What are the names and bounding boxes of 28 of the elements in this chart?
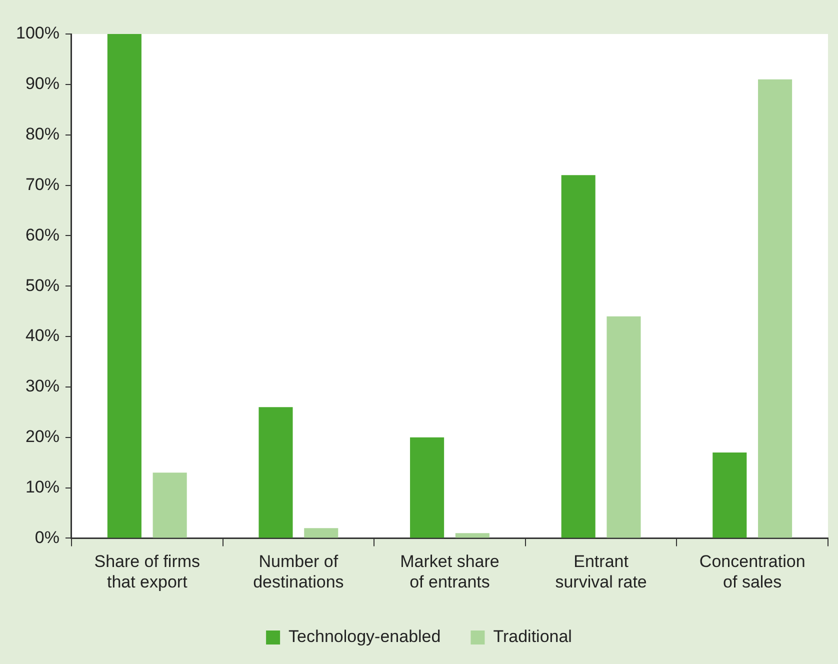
x-tick-label: Market share of entrants — [400, 552, 500, 592]
y-tick-label: 80% — [25, 124, 60, 144]
bar — [152, 472, 187, 538]
legend-label: Traditional — [493, 627, 572, 646]
y-tick-label: 60% — [25, 225, 60, 244]
bar — [606, 316, 641, 538]
bar — [107, 34, 142, 538]
y-tick-label: 0% — [34, 528, 60, 547]
y-tick-label: 10% — [25, 477, 60, 496]
y-tick-label: 30% — [25, 376, 60, 396]
y-tick-label: 50% — [25, 276, 60, 295]
legend-label: Technology-enabled — [288, 627, 441, 646]
bar — [410, 437, 444, 538]
y-tick-label: 20% — [25, 427, 60, 446]
bar — [561, 175, 596, 538]
x-tick-label: Entrant survival rate — [555, 552, 647, 592]
bar — [712, 452, 747, 538]
bar — [455, 533, 490, 538]
y-tick-label: 90% — [25, 74, 60, 94]
x-tick-label: Concentration of sales — [699, 552, 806, 592]
bar — [304, 528, 338, 538]
y-tick-label: 40% — [25, 326, 60, 346]
x-tick-label: Number of destinations — [253, 552, 344, 592]
y-tick-label: 100% — [16, 24, 60, 43]
bar — [258, 407, 293, 538]
y-tick-label: 70% — [25, 174, 60, 194]
bar — [758, 79, 792, 538]
x-tick-label: Share of firms that export — [94, 552, 200, 592]
